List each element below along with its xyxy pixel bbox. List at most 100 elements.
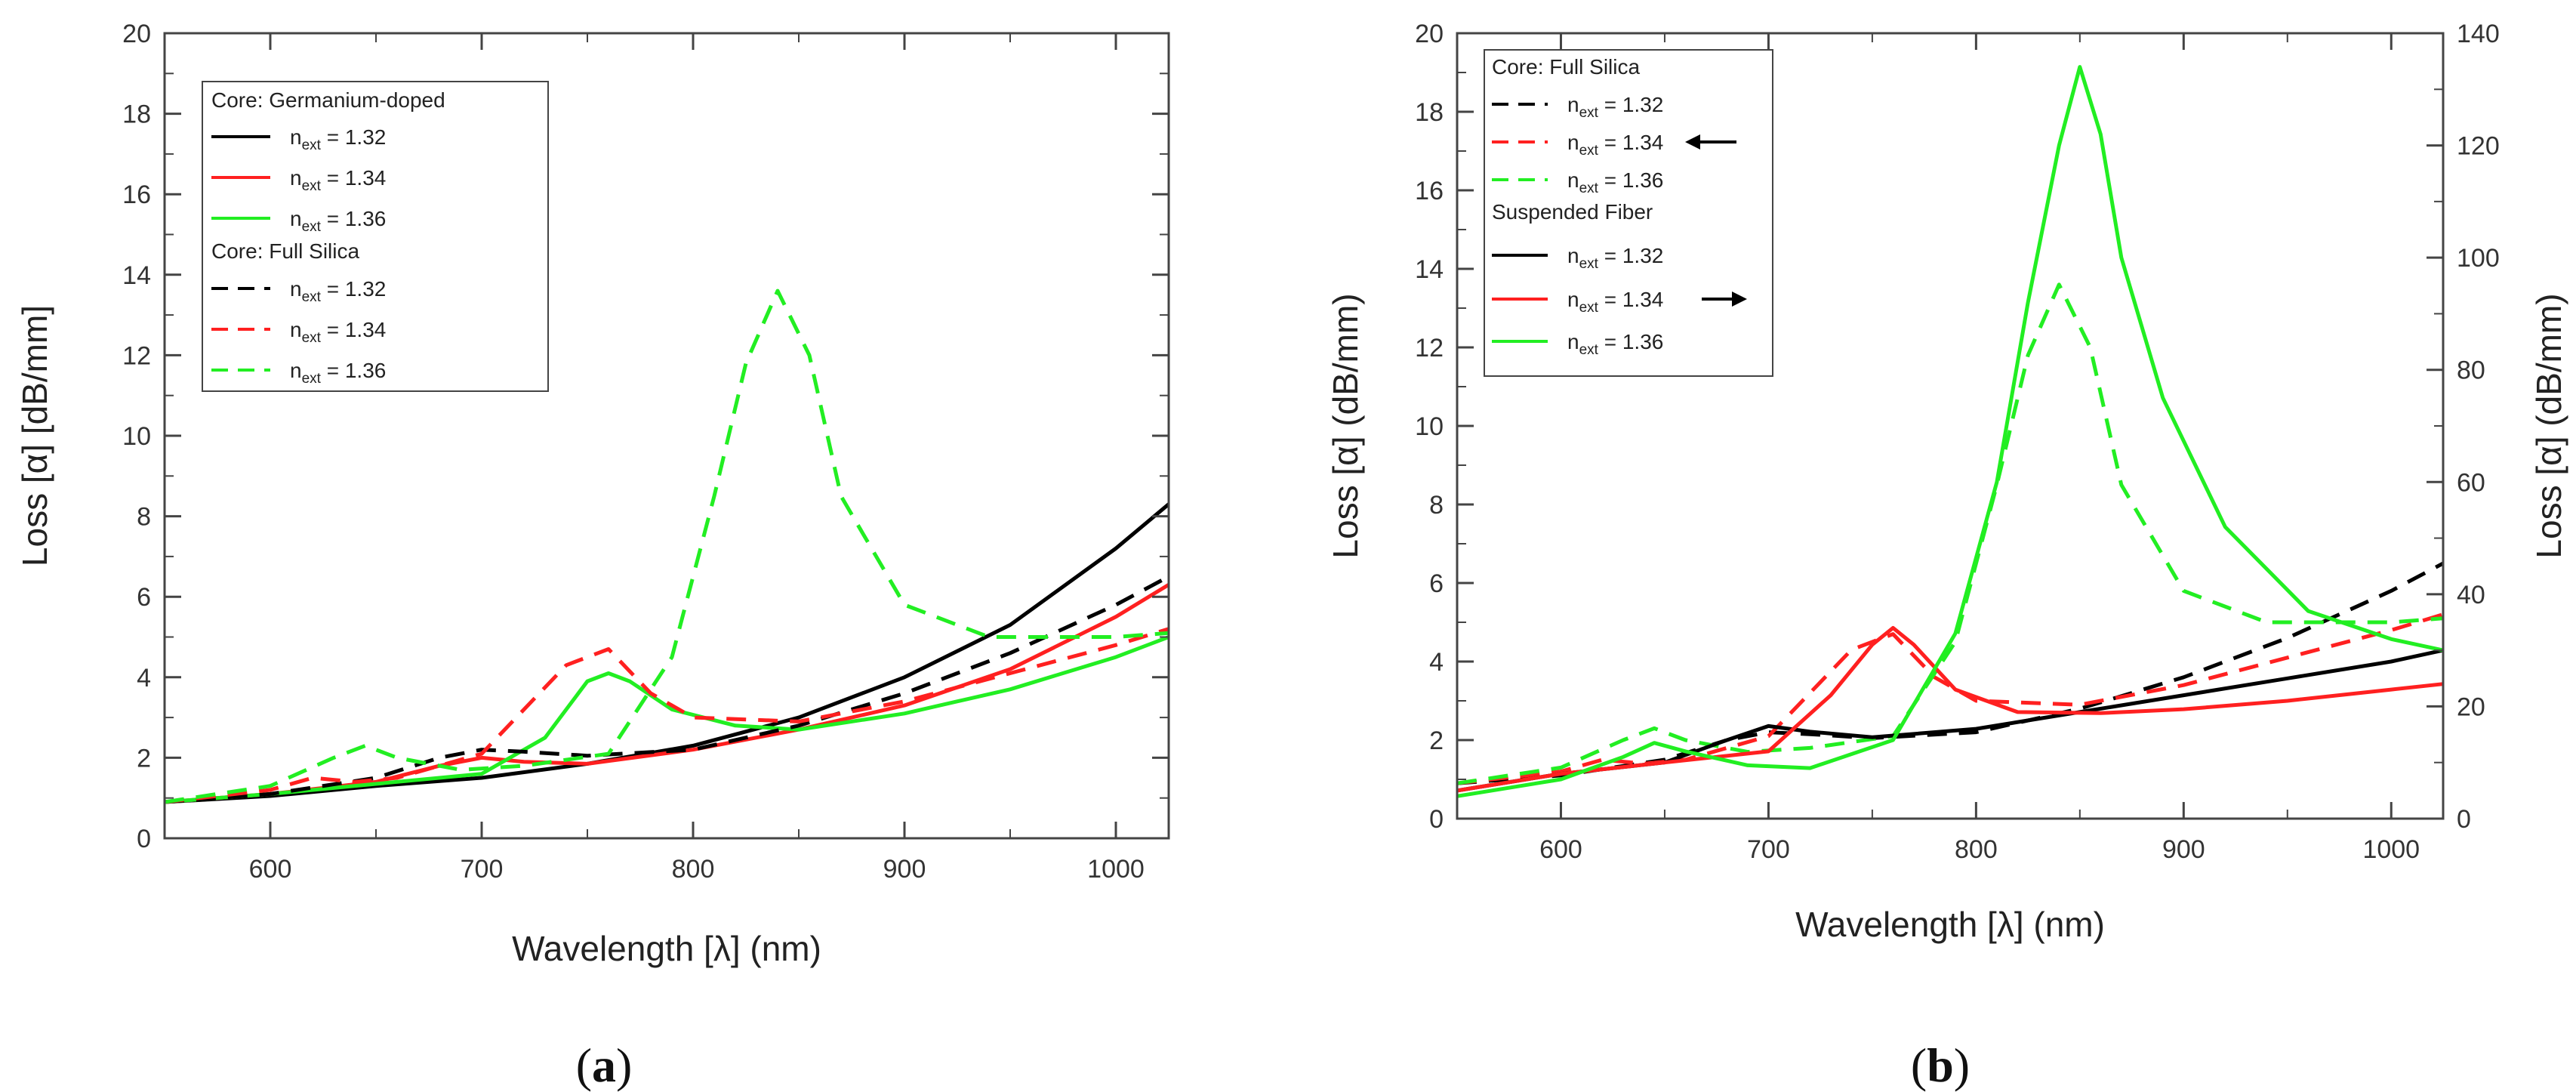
panel-a-ticks-layer: 600 700 800 900 1000 0 2 4 6 8 10 12 14 16 18 20: [122, 20, 1169, 884]
right-arrow-icon: [1702, 292, 1747, 307]
panel-a-legend-entry: next = 1.34: [290, 318, 386, 346]
panel-b-x-tick-label: 600: [1539, 835, 1582, 864]
panel-b-y-tick-label: 8: [1429, 491, 1444, 520]
legend-sub: ext: [1579, 300, 1599, 316]
legend-sub: ext: [1579, 143, 1599, 159]
legend-sub: ext: [1579, 105, 1599, 121]
legend-n: n: [290, 318, 302, 341]
panel-a-y-tick-label: 20: [122, 20, 151, 48]
panel-a-legend-entry: next = 1.36: [290, 207, 386, 235]
panel-a-y-tick-label: 2: [137, 744, 151, 773]
legend-value: = 1.32: [1598, 93, 1663, 116]
panel-a-legend-group-title: Core: Full Silica: [211, 239, 359, 263]
legend-value: = 1.34: [321, 166, 386, 190]
panel-b-legend: Core: Full Silica next = 1.32 next = 1.3…: [1484, 49, 1773, 377]
panel-b-legend-group-title: Suspended Fiber: [1492, 200, 1653, 224]
panel-a-series-line: [164, 635, 1169, 804]
legend-n: n: [290, 359, 302, 382]
panel-b-y2-tick-label: 40: [2457, 581, 2485, 609]
panel-b-legend-entry: next = 1.36: [1567, 168, 1663, 196]
panel-b-y2-tick-label: 140: [2457, 20, 2500, 48]
legend-n: n: [1567, 131, 1579, 154]
panel-b-legend-entry: next = 1.34: [1567, 288, 1663, 316]
panel-b-legend-entry: next = 1.36: [1567, 330, 1663, 358]
panel-a-y-tick-label: 16: [122, 180, 151, 209]
panel-a-caption-letter: a: [592, 1038, 616, 1092]
panel-a-legend-box: [202, 81, 549, 392]
panel-a-caption: (a): [576, 1038, 633, 1092]
panel-b-y-tick-label: 14: [1415, 255, 1444, 284]
panel-b-y-tick-label: 2: [1429, 726, 1444, 755]
legend-sub: ext: [302, 178, 322, 194]
panel-b-y-tick-label: 10: [1415, 412, 1444, 441]
panel-b-y2-tick-label: 120: [2457, 132, 2500, 161]
panel-a-y-tick-label: 14: [122, 261, 151, 290]
panel-b-y2-tick-label: 80: [2457, 356, 2485, 385]
legend-n: n: [290, 277, 302, 301]
panel-b-y2-axis-label: Loss [α] (dB/mm): [2529, 293, 2568, 558]
legend-value: = 1.34: [321, 318, 386, 341]
legend-n: n: [1567, 330, 1579, 353]
panel-a-x-tick-label: 600: [249, 855, 292, 884]
legend-value: = 1.36: [1598, 330, 1663, 353]
panel-b-y-tick-label: 18: [1415, 98, 1444, 127]
panel-a-x-tick-label: 1000: [1087, 855, 1145, 884]
legend-value: = 1.32: [321, 277, 386, 301]
legend-value: = 1.36: [321, 359, 386, 382]
panel-b-y-tick-label: 20: [1415, 20, 1444, 48]
panel-b-caption: (b): [1911, 1038, 1970, 1092]
legend-sub: ext: [1579, 342, 1599, 358]
legend-sub: ext: [302, 371, 322, 387]
panel-b-y2-tick-label: 20: [2457, 693, 2485, 721]
panel-b-caption-letter: b: [1927, 1038, 1954, 1092]
legend-value: = 1.34: [1598, 288, 1663, 311]
panel-b-y-tick-label: 6: [1429, 569, 1444, 598]
panel-b-plot-frame: [1456, 32, 2445, 820]
legend-value: = 1.32: [1598, 244, 1663, 267]
panel-a-y-axis-label: Loss [α] [dB/mm]: [15, 305, 54, 566]
legend-sub: ext: [302, 289, 322, 305]
panel-b-y2-tick-label: 60: [2457, 468, 2485, 497]
legend-sub: ext: [302, 137, 322, 153]
panel-a-y-tick-label: 18: [122, 100, 151, 129]
panel-b-x-axis-label: Wavelength [λ] (nm): [1795, 905, 2105, 944]
panel-a-y-tick-label: 8: [137, 503, 151, 532]
legend-sub: ext: [1579, 180, 1599, 196]
legend-sub: ext: [1579, 256, 1599, 272]
panel-a-y-tick-label: 6: [137, 583, 151, 612]
panel-b-y-tick-label: 16: [1415, 177, 1444, 205]
legend-sub: ext: [302, 219, 322, 235]
panel-b-x-tick-label: 1000: [2362, 835, 2420, 864]
legend-value: = 1.36: [1598, 168, 1663, 192]
panel-b-y-axis-label: Loss [α] (dB/mm): [1326, 293, 1365, 558]
legend-sub: ext: [302, 330, 322, 346]
panel-a-legend: Core: Germanium-doped next = 1.32 next =…: [202, 81, 549, 392]
panel-b-legend-entry: next = 1.32: [1567, 244, 1663, 272]
panel-a-legend-entry: next = 1.32: [290, 125, 386, 153]
panel-a-x-tick-label: 900: [883, 855, 926, 884]
panel-a-x-axis-label: Wavelength [λ] (nm): [512, 929, 821, 968]
panel-b-ticks-layer: 600 700 800 900 1000 0 2 4 6 8 10 12 14 16 18 20 0 20 40 60…: [1415, 20, 2500, 864]
panel-b-y-tick-label: 0: [1429, 805, 1444, 834]
legend-n: n: [1567, 168, 1579, 192]
panel-a-series-layer: [164, 288, 1170, 804]
legend-n: n: [1567, 288, 1579, 311]
legend-n: n: [290, 166, 302, 190]
legend-n: n: [290, 207, 302, 230]
panel-a-legend-entry: next = 1.34: [290, 166, 386, 194]
panel-b-x-tick-label: 700: [1747, 835, 1790, 864]
panel-b-y2-tick-label: 100: [2457, 244, 2500, 273]
panel-a-x-tick-label: 700: [461, 855, 504, 884]
panel-b-y-tick-label: 4: [1429, 648, 1444, 677]
panel-a-y-tick-label: 0: [137, 825, 151, 853]
panel-a-y-tick-label: 12: [122, 341, 151, 370]
panel-a-series-line: [164, 575, 1170, 804]
panel-b-y-tick-label: 12: [1415, 334, 1444, 362]
panel-a-legend-entry: next = 1.32: [290, 277, 386, 305]
panel-b-series-layer: [1456, 65, 2445, 798]
panel-b: 600 700 800 900 1000 0 2 4 6 8 10 12 14 16 18 20 0 20 40 60…: [1326, 20, 2568, 1092]
legend-value: = 1.34: [1598, 131, 1663, 154]
panel-a-legend-entry: next = 1.36: [290, 359, 386, 387]
panel-b-x-tick-label: 900: [2162, 835, 2205, 864]
panel-a-y-tick-label: 10: [122, 422, 151, 451]
